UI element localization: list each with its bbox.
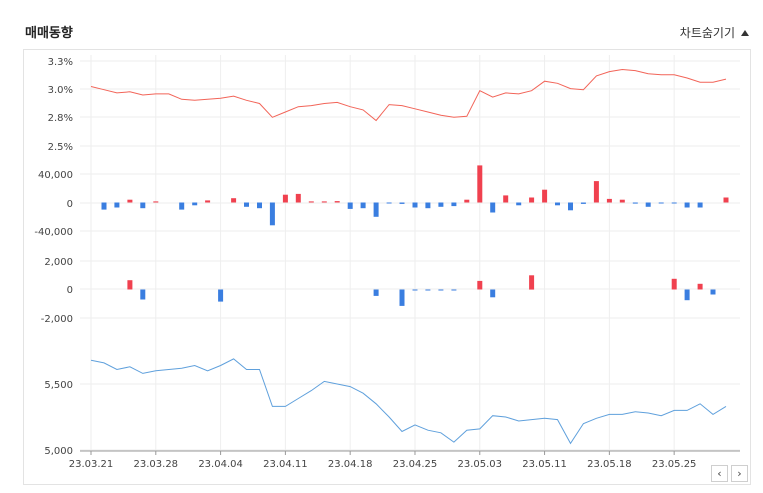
institution-bar (451, 289, 457, 291)
foreign-bar (438, 202, 444, 207)
institution-bar (373, 289, 379, 296)
institution-bar (425, 289, 431, 291)
price-series-line (90, 358, 727, 445)
foreign-bar (257, 202, 262, 209)
institution-bar (127, 280, 133, 290)
x-tick-label: 23.04.04 (198, 459, 243, 470)
foreign-bar (619, 199, 625, 203)
foreign-bar (127, 199, 133, 203)
foreign-bar (244, 202, 249, 207)
foreign-bar (140, 202, 146, 209)
foreign-bar (347, 202, 353, 209)
hide-chart-label: 차트숨기기 (679, 26, 735, 40)
ratio-series-line (90, 68, 727, 122)
hide-chart-toggle[interactable]: 차트숨기기 (680, 24, 749, 41)
foreign-bar (658, 202, 664, 204)
foreign-bar (269, 202, 275, 226)
chevron-left-icon[interactable]: ‹ (711, 465, 728, 482)
y-tick-label: 2,000 (44, 257, 73, 268)
foreign-bar (308, 201, 314, 203)
y-tick-label: 3.0% (48, 85, 73, 96)
foreign-bar (580, 202, 586, 204)
foreign-bar (282, 194, 288, 203)
x-tick-label: 23.03.28 (134, 459, 179, 470)
foreign-bar (179, 202, 185, 210)
foreign-bar (425, 202, 431, 209)
institution-bar (697, 283, 703, 290)
foreign-bar (723, 197, 729, 203)
foreign-bar (593, 181, 599, 203)
institution-bar (490, 289, 496, 298)
foreign-bar (386, 202, 392, 204)
chart-frame (23, 49, 751, 485)
foreign-bar (503, 195, 509, 203)
y-tick-label: 2.5% (48, 142, 73, 153)
institution-bar (671, 278, 677, 290)
y-tick-label: 0 (67, 285, 73, 296)
y-tick-label: 2.8% (48, 113, 73, 124)
x-tick-label: 23.05.25 (652, 459, 697, 470)
foreign-bar (490, 202, 496, 213)
foreign-bar (606, 198, 612, 203)
institution-bar (529, 275, 535, 290)
foreign-bar (645, 202, 651, 207)
foreign-bar (632, 202, 638, 204)
institution-bar (477, 280, 483, 290)
foreign-bar (399, 202, 405, 204)
foreign-bar (153, 201, 159, 203)
foreign-bar (114, 202, 120, 208)
foreign-bar (516, 202, 522, 206)
foreign-bar (373, 202, 379, 217)
y-tick-label: -40,000 (34, 227, 73, 238)
y-tick-label: 0 (67, 199, 73, 210)
y-tick-label: 3.3% (48, 57, 73, 68)
foreign-bar (555, 202, 560, 206)
foreign-bar (231, 198, 237, 203)
foreign-bar (529, 197, 535, 203)
foreign-bar (412, 202, 418, 208)
foreign-bar (671, 202, 677, 204)
institution-bar (412, 289, 418, 291)
y-tick-label: 40,000 (38, 170, 73, 181)
institution-bar (684, 289, 690, 301)
triangle-up-icon (741, 29, 749, 36)
x-tick-label: 23.03.21 (69, 459, 114, 470)
x-tick-label: 23.05.11 (522, 459, 567, 470)
x-tick-label: 23.04.11 (263, 459, 308, 470)
institution-bar (710, 289, 716, 295)
foreign-bar (684, 202, 690, 208)
x-tick-label: 23.04.18 (328, 459, 373, 470)
foreign-bar (360, 202, 366, 209)
y-tick-label: 5,500 (44, 380, 73, 391)
foreign-bar (205, 200, 211, 203)
foreign-bar (477, 165, 483, 203)
x-tick-label: 23.05.03 (458, 459, 503, 470)
foreign-bar (295, 193, 301, 203)
foreign-bar (451, 202, 457, 207)
x-tick-label: 23.05.18 (587, 459, 632, 470)
foreign-bar (568, 202, 573, 211)
foreign-bar (542, 189, 548, 203)
foreign-bar (697, 202, 703, 208)
chevron-right-icon[interactable]: › (731, 465, 748, 482)
foreign-bar (192, 202, 198, 206)
page-title: 매매동향 (25, 26, 73, 41)
y-tick-label: -2,000 (41, 314, 73, 325)
y-tick-label: 5,000 (44, 446, 73, 457)
institution-bar (140, 289, 146, 300)
x-tick-label: 23.04.25 (393, 459, 438, 470)
institution-bar (218, 289, 224, 302)
institution-bar (399, 289, 405, 306)
foreign-bar (101, 202, 107, 210)
foreign-bar (321, 201, 327, 203)
institution-bar (438, 289, 444, 291)
foreign-bar (464, 199, 470, 203)
foreign-bar (334, 201, 340, 203)
